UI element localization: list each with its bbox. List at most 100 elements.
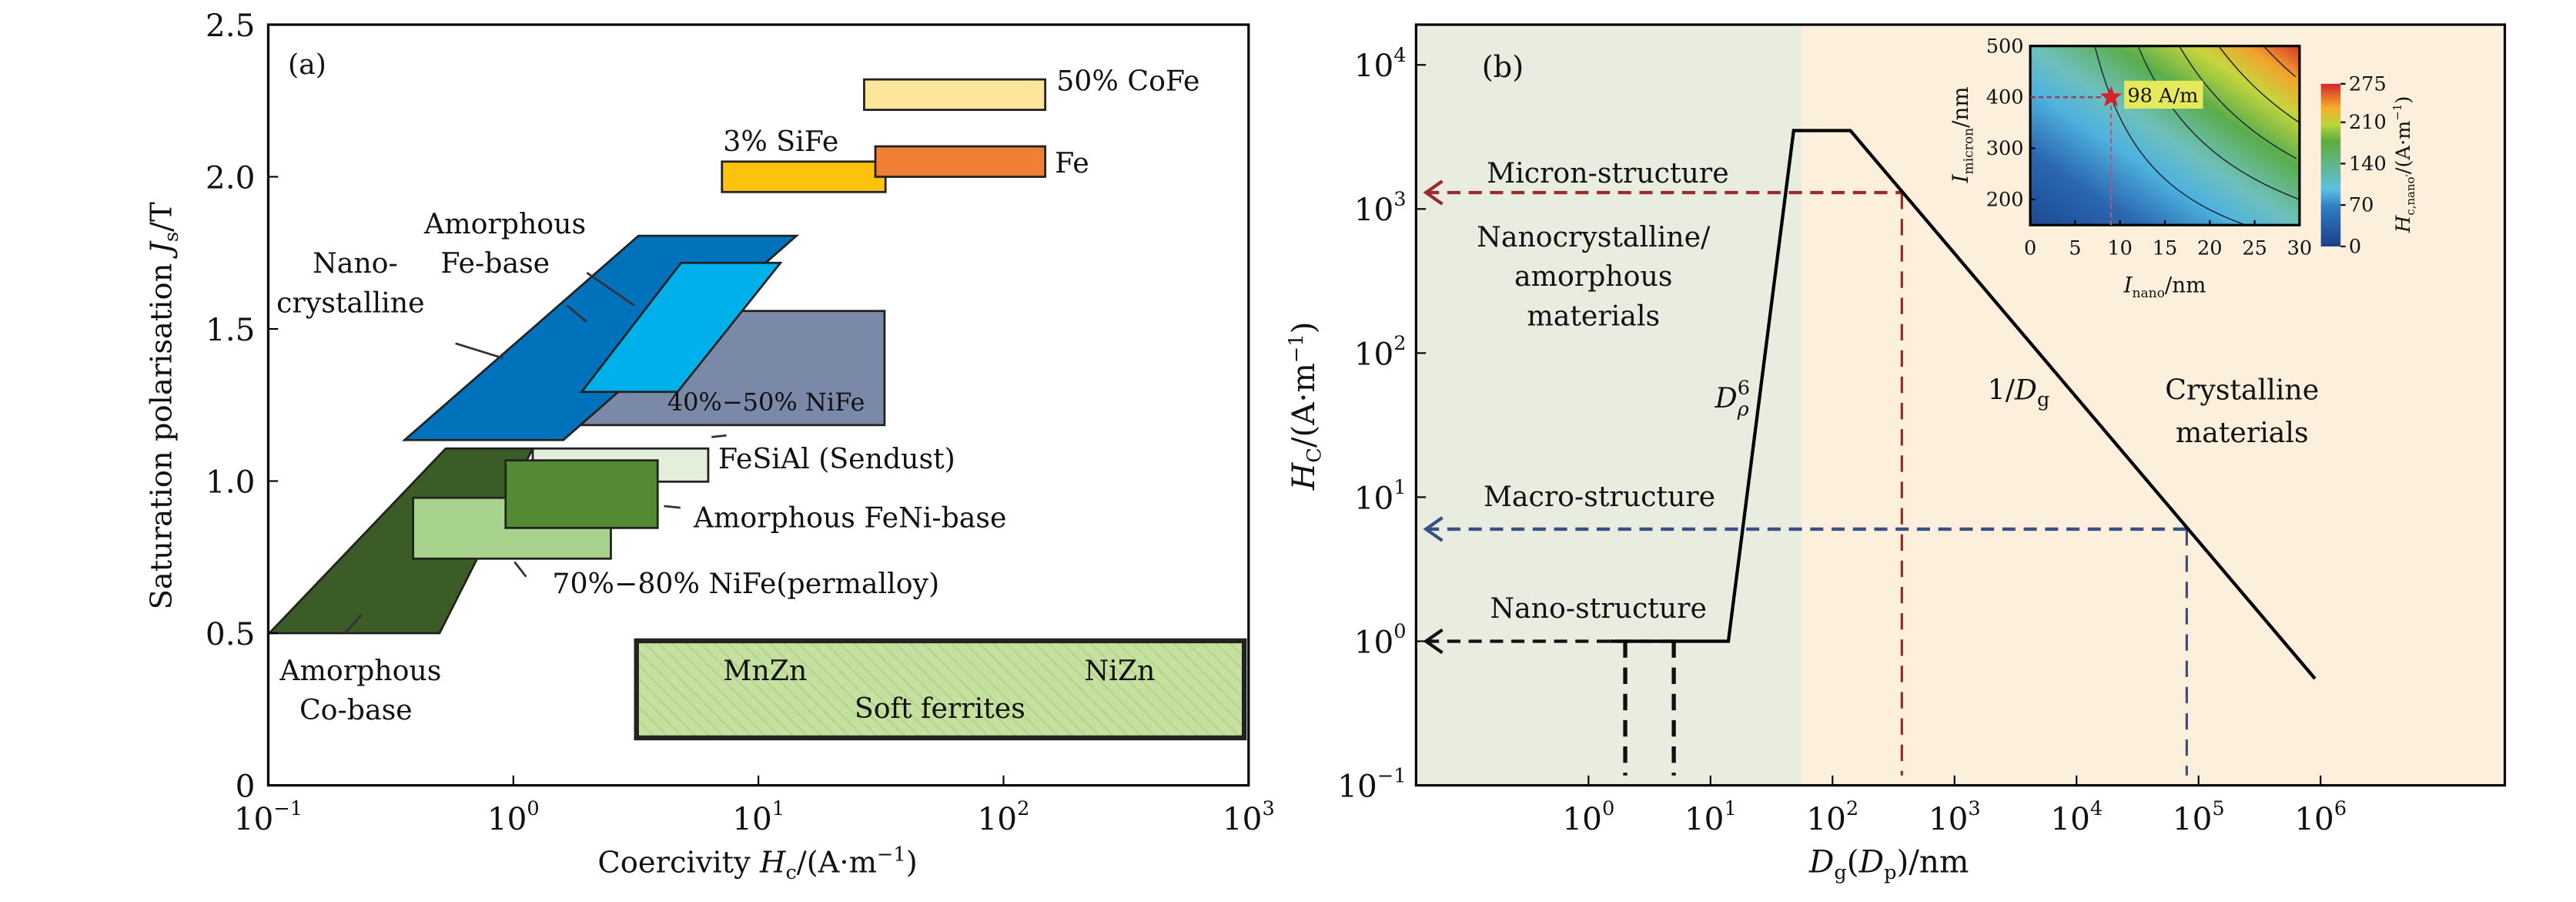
y-tick-label: 1.0 xyxy=(206,463,255,500)
label-inverse-dg: 1/Dg xyxy=(1988,373,2050,411)
panel-b: 100 101 102 103 104 105 10610−1100101102103104… xyxy=(1285,23,2507,884)
inset-x-tick-label: 25 xyxy=(2242,237,2267,260)
colorbar xyxy=(2320,83,2341,246)
y-tick-label: 102 xyxy=(1354,332,1407,372)
inset-x-label: Inano/nm xyxy=(2123,273,2206,301)
label-nanocrystalline-1: Nanocrystalline/ xyxy=(1477,220,1711,253)
contour-line xyxy=(2137,45,2300,200)
label-nano-1: Nano- xyxy=(313,246,398,280)
colorbar-tick-label: 0 xyxy=(2349,235,2361,258)
colorbar-tick-label: 70 xyxy=(2349,194,2374,217)
y-tick-label: 100 xyxy=(1354,620,1407,660)
x-tick-label: 105 xyxy=(2173,797,2225,837)
label-crystalline-2: materials xyxy=(2176,416,2309,449)
x-tick-label: 100 xyxy=(487,797,540,837)
x-tick-label: 106 xyxy=(2294,797,2347,837)
panel-label-b: (b) xyxy=(1482,50,1524,85)
label-d-rho-6: Dρ6 xyxy=(1715,377,1750,421)
inset-x-tick-label: 20 xyxy=(2197,237,2223,260)
contour-line xyxy=(2179,45,2297,159)
label-micron-structure: Micron-structure xyxy=(1487,156,1729,189)
colorbar-tick-label: 275 xyxy=(2349,72,2387,96)
label-fe: Fe xyxy=(1055,146,1089,179)
x-tick-label: 101 xyxy=(732,797,785,837)
region-50-cofe xyxy=(863,78,1047,111)
inset-x-tick-label: 10 xyxy=(2107,237,2133,260)
label-amorphous-fe-1: Amorphous xyxy=(423,207,586,240)
inset-x-tick-label: 15 xyxy=(2153,237,2178,260)
arrow-head-icon xyxy=(1423,179,1444,206)
x-tick-label: 103 xyxy=(1929,797,1981,837)
region-nanocrystalline-bg xyxy=(1416,24,1802,786)
label-fesial: FeSiAl (Sendust) xyxy=(718,442,955,475)
inset-y-tick-label: 400 xyxy=(1986,86,2024,109)
x-axis-label-a: Coercivity Hc/(A·m−1) xyxy=(597,843,917,884)
y-tick-label: 103 xyxy=(1354,188,1407,228)
y-tick-label: 1.5 xyxy=(206,311,255,348)
panel-label-a: (a) xyxy=(288,48,326,81)
inset-ticks: 0 5 10 15 20 25 30 200 300 400 500 0 70 140 210 275 xyxy=(1986,35,2387,260)
label-50-cofe: 50% CoFe xyxy=(1056,64,1199,97)
region-soft-ferrites xyxy=(634,638,1247,741)
y-axis-label-a: Saturation polarisation Js/T xyxy=(145,202,184,609)
label-amorphous-feni: Amorphous FeNi-base xyxy=(693,501,1007,535)
heatmap-fill xyxy=(2030,45,2300,226)
label-amorphous-fe-2: Fe-base xyxy=(440,246,550,280)
inset-y-tick-label: 300 xyxy=(1986,137,2024,160)
label-nanocrystalline-3: materials xyxy=(1527,299,1660,332)
x-tick-label: 101 xyxy=(1684,797,1737,837)
y-tick-label: 104 xyxy=(1354,44,1407,84)
label-nife-4050: 40%−50% NiFe xyxy=(667,387,865,417)
label-soft-ferrites: Soft ferrites xyxy=(855,692,1025,725)
x-tick-label: 102 xyxy=(978,797,1030,837)
marker-98: 98 A/m xyxy=(2030,80,2203,226)
label-mnzn: MnZn xyxy=(723,654,807,687)
y-tick-label: 0.5 xyxy=(206,615,255,652)
contour-lines xyxy=(2094,45,2300,226)
arrow-head-icon xyxy=(1423,516,1444,542)
label-amorphous-co-2: Co-base xyxy=(299,693,413,726)
x-tick-label: 104 xyxy=(2050,797,2103,837)
y-tick-label: 101 xyxy=(1354,476,1407,516)
region-fe xyxy=(874,145,1047,178)
x-tick-label: 102 xyxy=(1806,797,1858,837)
inset-heatmap: 0 5 10 15 20 25 30 200 300 400 500 0 70 140 210 275 Ina… xyxy=(1948,35,2417,301)
label-3-sife: 3% SiFe xyxy=(723,125,838,158)
label-crystalline-1: Crystalline xyxy=(2165,373,2319,406)
inset-y-label: Imicron/nm xyxy=(1948,86,1976,183)
colorbar-tick-label: 140 xyxy=(2349,153,2387,176)
label-nano-2: crystalline xyxy=(276,286,424,319)
region-amorphous-feni-base xyxy=(504,459,659,529)
x-tick-label: 103 xyxy=(1223,797,1275,837)
contour-line xyxy=(2218,45,2300,123)
material-regions xyxy=(266,78,1247,741)
y-tick-label: 2.5 xyxy=(206,7,255,44)
y-axis-label-b: HC/(A·m−1) xyxy=(1285,322,1326,491)
label-nanocrystalline-2: amorphous xyxy=(1514,260,1672,293)
contour-line xyxy=(2094,45,2246,226)
reference-lines xyxy=(1423,179,2188,776)
label-permalloy: 70%−80% NiFe(permalloy) xyxy=(552,567,939,600)
inset-x-tick-label: 0 xyxy=(2024,237,2036,260)
panel-a: 10−1 100 101 102 103 0 0.5 1.0 1.5 2.0 2.5 (a) 50%… xyxy=(145,7,1275,884)
inset-x-tick-label: 30 xyxy=(2287,237,2313,260)
x-tick-label: 100 xyxy=(1562,797,1614,837)
colorbar-tick-label: 210 xyxy=(2349,111,2387,134)
inset-x-tick-label: 5 xyxy=(2069,237,2081,260)
inset-y-tick-label: 200 xyxy=(1986,189,2024,212)
leader-lines xyxy=(344,271,727,634)
y-tick-label: 0 xyxy=(236,767,256,804)
region-amorphous-fe-base xyxy=(579,261,783,394)
marker-label-bg xyxy=(2124,80,2203,109)
label-macro-structure: Macro-structure xyxy=(1484,480,1715,513)
star-marker-icon xyxy=(2099,86,2123,107)
x-tick-label: 10−1 xyxy=(234,797,303,837)
label-nizn: NiZn xyxy=(1085,654,1156,687)
axes-frame-b xyxy=(1414,23,2507,787)
y-tick-label: 10−1 xyxy=(1337,764,1406,804)
region-amorphous-co-base xyxy=(266,447,535,635)
series-line-hc xyxy=(1610,129,2317,680)
marker-label: 98 A/m xyxy=(2127,85,2198,108)
